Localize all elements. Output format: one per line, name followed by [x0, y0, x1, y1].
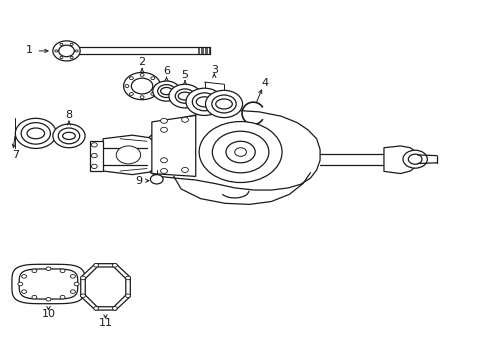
Circle shape: [125, 85, 129, 87]
Polygon shape: [103, 135, 156, 175]
Circle shape: [140, 73, 144, 76]
Circle shape: [160, 168, 167, 174]
Circle shape: [199, 122, 282, 183]
Circle shape: [58, 128, 80, 144]
Circle shape: [225, 141, 255, 163]
Circle shape: [32, 296, 37, 299]
Circle shape: [70, 275, 75, 278]
Circle shape: [60, 296, 65, 299]
Circle shape: [60, 57, 63, 58]
Circle shape: [81, 294, 85, 298]
Text: 10: 10: [41, 310, 55, 319]
Circle shape: [53, 124, 85, 148]
Circle shape: [129, 93, 133, 95]
Polygon shape: [85, 267, 125, 307]
Circle shape: [158, 85, 175, 98]
Circle shape: [15, 118, 56, 148]
Text: 8: 8: [65, 110, 72, 120]
Circle shape: [175, 89, 194, 103]
Text: 2: 2: [138, 57, 145, 67]
Circle shape: [407, 154, 421, 164]
Circle shape: [185, 88, 223, 116]
Circle shape: [125, 294, 130, 298]
Polygon shape: [12, 264, 85, 304]
Circle shape: [46, 297, 51, 301]
Circle shape: [32, 269, 37, 273]
Circle shape: [155, 85, 159, 87]
Circle shape: [205, 90, 242, 118]
Circle shape: [212, 131, 268, 173]
Ellipse shape: [160, 87, 172, 95]
Circle shape: [123, 72, 160, 100]
Circle shape: [160, 118, 167, 123]
Circle shape: [181, 117, 188, 122]
Circle shape: [150, 175, 163, 184]
Circle shape: [234, 148, 246, 156]
Polygon shape: [19, 269, 78, 299]
Text: 9: 9: [135, 176, 142, 186]
Circle shape: [150, 77, 154, 80]
Polygon shape: [90, 141, 103, 171]
Circle shape: [70, 57, 73, 58]
Ellipse shape: [178, 92, 191, 100]
Polygon shape: [149, 110, 320, 190]
Ellipse shape: [196, 97, 212, 107]
Circle shape: [129, 77, 133, 80]
Polygon shape: [152, 116, 195, 176]
Circle shape: [55, 50, 58, 52]
Text: 1: 1: [25, 45, 32, 55]
Circle shape: [94, 307, 99, 310]
Circle shape: [75, 50, 78, 52]
Circle shape: [21, 123, 50, 144]
Circle shape: [168, 84, 201, 108]
Text: 3: 3: [210, 65, 217, 75]
Circle shape: [112, 264, 117, 267]
Circle shape: [140, 96, 144, 99]
Circle shape: [91, 153, 97, 158]
Text: 4: 4: [262, 78, 268, 88]
Polygon shape: [383, 146, 415, 174]
Circle shape: [91, 164, 97, 168]
Circle shape: [112, 307, 117, 310]
Circle shape: [74, 282, 79, 286]
Circle shape: [59, 45, 74, 57]
Circle shape: [21, 290, 26, 293]
Text: 7: 7: [12, 150, 19, 160]
Circle shape: [60, 269, 65, 273]
Ellipse shape: [27, 128, 44, 139]
Text: 11: 11: [98, 318, 112, 328]
Circle shape: [192, 93, 216, 111]
Circle shape: [160, 127, 167, 132]
Circle shape: [181, 167, 188, 172]
Circle shape: [60, 43, 63, 45]
Circle shape: [70, 290, 75, 293]
Circle shape: [131, 78, 153, 94]
Circle shape: [91, 143, 97, 147]
Circle shape: [211, 95, 236, 113]
Circle shape: [150, 93, 154, 95]
Circle shape: [125, 276, 130, 280]
Circle shape: [81, 276, 85, 280]
Circle shape: [53, 41, 80, 61]
Circle shape: [18, 282, 22, 286]
Circle shape: [402, 150, 427, 168]
Text: 6: 6: [163, 66, 170, 76]
Circle shape: [46, 267, 51, 271]
Ellipse shape: [62, 132, 75, 139]
Circle shape: [70, 43, 73, 45]
Circle shape: [21, 275, 26, 278]
Polygon shape: [81, 264, 130, 310]
Ellipse shape: [215, 99, 232, 109]
Circle shape: [116, 146, 141, 164]
Circle shape: [160, 158, 167, 163]
Circle shape: [94, 264, 99, 267]
Text: 5: 5: [181, 69, 188, 80]
Circle shape: [153, 81, 180, 101]
